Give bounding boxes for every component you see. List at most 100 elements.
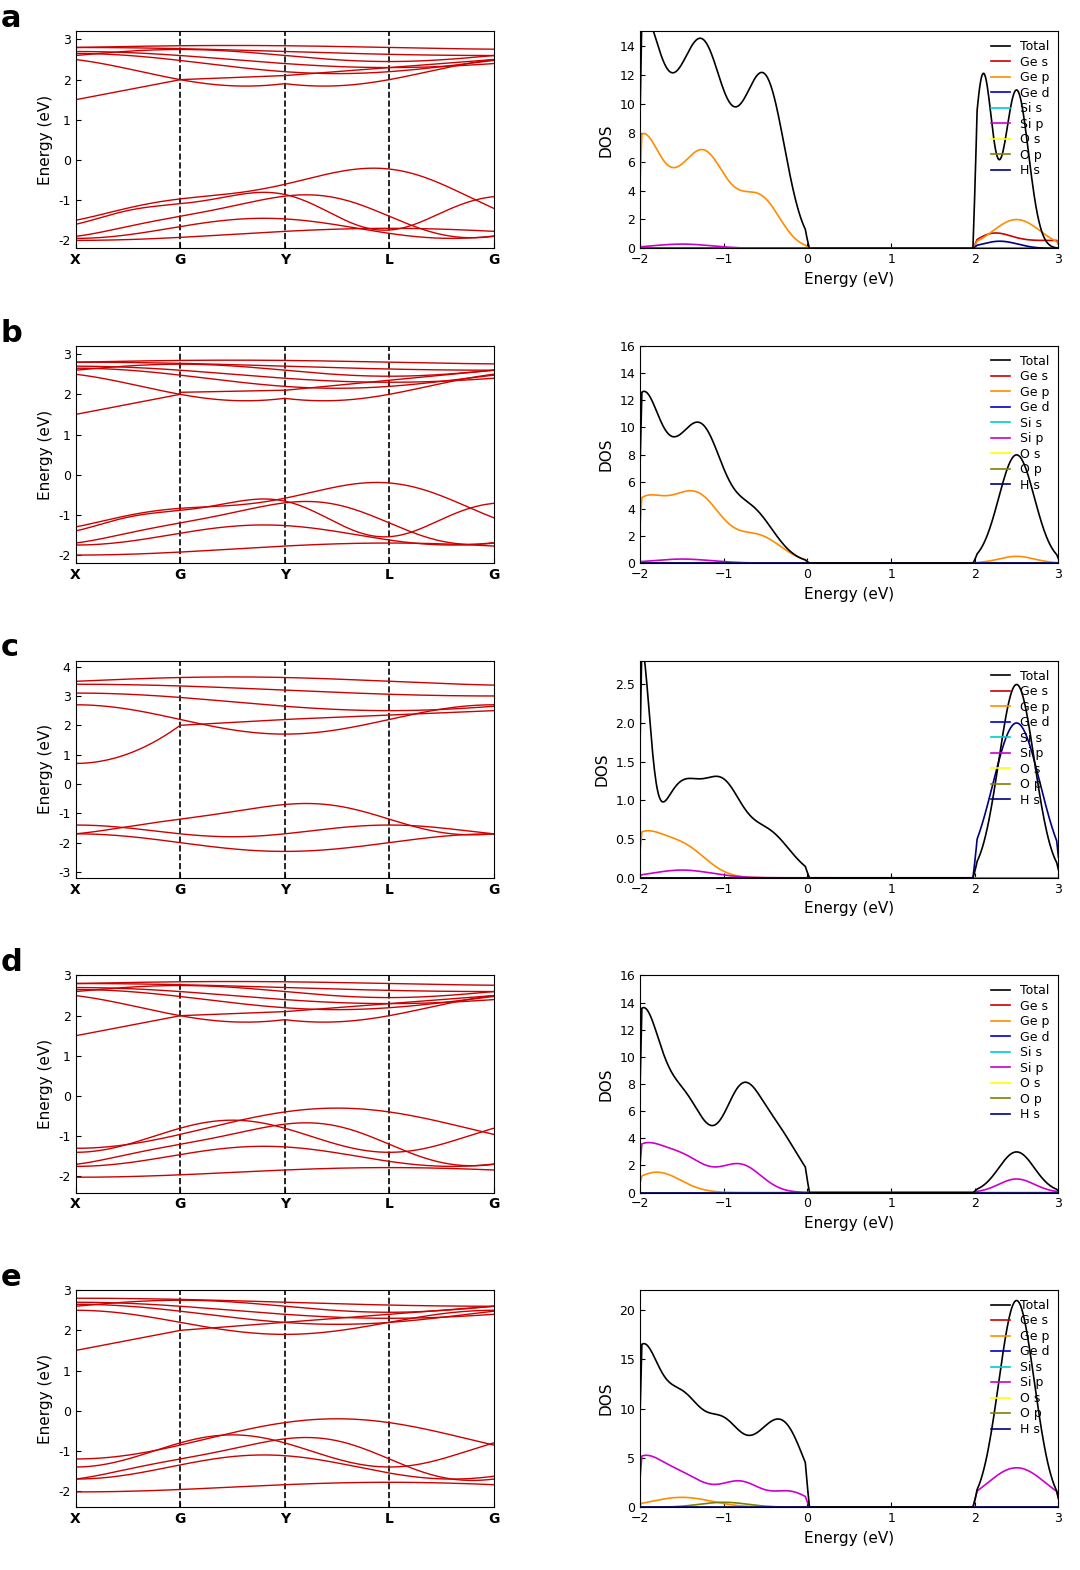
- Line: Ge p: Ge p: [640, 1498, 1058, 1507]
- Ge p: [885, 554, 897, 573]
- Si s: [634, 554, 647, 573]
- Si s: [833, 868, 846, 887]
- H s: [835, 1184, 848, 1203]
- Ge d: [976, 239, 989, 257]
- Ge s: [882, 1498, 895, 1517]
- H s: [994, 232, 1007, 251]
- Total: [1052, 550, 1065, 568]
- Y-axis label: Energy (eV): Energy (eV): [38, 1353, 53, 1444]
- Si s: [835, 239, 848, 257]
- Total: [862, 868, 875, 887]
- Line: Ge p: Ge p: [640, 133, 1058, 248]
- Total: [1010, 1291, 1023, 1309]
- O p: [1043, 1498, 1056, 1517]
- Ge d: [1052, 239, 1065, 257]
- Si s: [1052, 554, 1065, 573]
- O p: [1042, 239, 1055, 257]
- Si p: [837, 1498, 850, 1517]
- Line: Total: Total: [640, 1008, 1058, 1193]
- Ge p: [684, 482, 697, 501]
- Ge d: [634, 868, 647, 887]
- O p: [717, 1493, 730, 1512]
- H s: [1052, 848, 1065, 867]
- H s: [1052, 554, 1065, 573]
- Ge s: [976, 554, 989, 573]
- Total: [634, 1400, 647, 1419]
- Si p: [634, 1154, 647, 1173]
- Total: [977, 1460, 990, 1479]
- O p: [634, 1184, 647, 1203]
- Total: [1043, 835, 1056, 854]
- Ge s: [976, 1498, 989, 1517]
- Ge p: [834, 239, 847, 257]
- Ge p: [837, 868, 850, 887]
- Total: [637, 999, 650, 1017]
- H s: [634, 1184, 647, 1203]
- Ge s: [833, 1184, 846, 1203]
- Total: [978, 1174, 991, 1193]
- Ge p: [650, 1163, 663, 1182]
- H s: [882, 868, 895, 887]
- Ge d: [1052, 868, 1065, 887]
- Si p: [837, 554, 850, 573]
- Ge p: [834, 554, 847, 573]
- Total: [1043, 1176, 1056, 1195]
- Line: Total: Total: [640, 1300, 1058, 1507]
- Si s: [882, 1498, 895, 1517]
- Total: [1043, 236, 1056, 254]
- Ge d: [1052, 554, 1065, 573]
- O s: [1042, 1184, 1055, 1203]
- Ge p: [1043, 228, 1056, 246]
- Ge p: [862, 1184, 875, 1203]
- Si p: [978, 1181, 991, 1199]
- Total: [804, 1498, 816, 1517]
- Line: Ge s: Ge s: [640, 232, 1058, 248]
- Line: Si p: Si p: [640, 1143, 1058, 1193]
- Si p: [837, 239, 850, 257]
- H s: [860, 554, 873, 573]
- Si p: [834, 1184, 847, 1203]
- Si s: [1042, 868, 1055, 887]
- Y-axis label: Energy (eV): Energy (eV): [38, 724, 53, 815]
- O p: [634, 1498, 647, 1517]
- Ge s: [835, 1184, 848, 1203]
- Ge d: [835, 239, 848, 257]
- O s: [976, 1498, 989, 1517]
- O p: [833, 554, 846, 573]
- O p: [976, 868, 989, 887]
- O s: [833, 239, 846, 257]
- Ge d: [835, 1498, 848, 1517]
- Ge p: [978, 553, 991, 571]
- Si p: [804, 554, 816, 573]
- Si p: [862, 1498, 875, 1517]
- Si p: [1052, 868, 1065, 887]
- Ge d: [882, 1184, 895, 1203]
- O p: [837, 1498, 850, 1517]
- Ge d: [634, 239, 647, 257]
- Total: [834, 554, 847, 573]
- Total: [804, 239, 816, 257]
- Ge d: [835, 1184, 848, 1203]
- O s: [835, 1498, 848, 1517]
- O s: [1052, 1184, 1065, 1203]
- H s: [833, 554, 846, 573]
- O p: [978, 1498, 991, 1517]
- O p: [976, 1184, 989, 1203]
- O p: [860, 868, 873, 887]
- Ge p: [862, 239, 875, 257]
- Ge s: [634, 868, 647, 887]
- Si s: [833, 554, 846, 573]
- Ge d: [1042, 1184, 1055, 1203]
- H s: [1010, 714, 1023, 733]
- Ge p: [837, 554, 850, 573]
- Si p: [804, 868, 816, 887]
- Si p: [639, 1446, 652, 1465]
- Ge s: [882, 1184, 895, 1203]
- O s: [976, 239, 989, 257]
- H s: [833, 239, 846, 257]
- Ge s: [835, 1498, 848, 1517]
- Si p: [837, 868, 850, 887]
- H s: [1042, 554, 1055, 573]
- Ge p: [834, 1498, 847, 1517]
- Si p: [885, 1498, 897, 1517]
